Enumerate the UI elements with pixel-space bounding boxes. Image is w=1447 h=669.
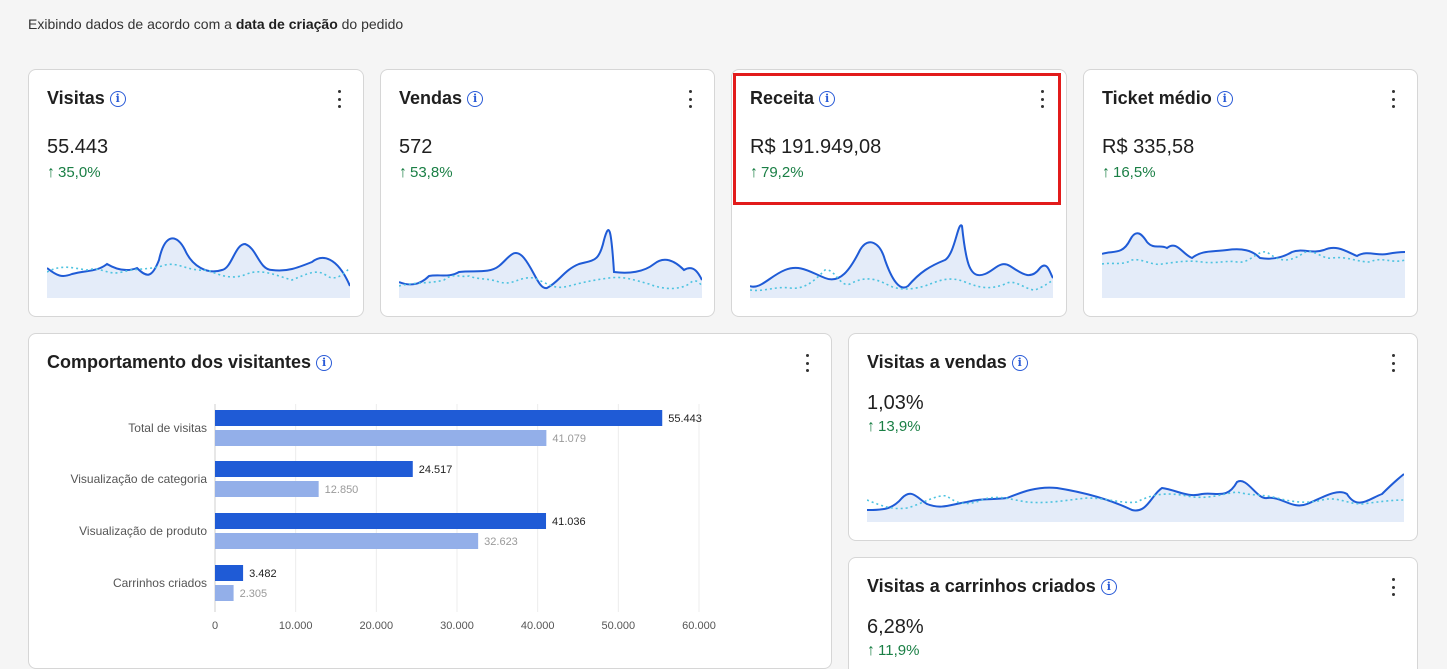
kebab-menu-icon[interactable] [1387, 578, 1399, 596]
metric-change: ↑ 16,5% [1102, 164, 1156, 181]
metric-change-value: 35,0% [58, 164, 101, 181]
arrow-up-icon: ↑ [47, 163, 55, 181]
bar [215, 513, 547, 529]
category-label: Visualização de produto [79, 524, 207, 538]
metric-value: 1,03% [867, 392, 924, 414]
metric-value: R$ 335,58 [1102, 136, 1195, 158]
metric-value: 572 [399, 136, 433, 158]
x-tick-label: 40.000 [521, 620, 555, 632]
data-label: 41.079 [552, 433, 586, 445]
arrow-up-icon: ↑ [750, 163, 758, 181]
card-title-text: Ticket médio [1102, 88, 1212, 108]
bar [215, 481, 319, 497]
card-title: Visitas a vendas i [867, 352, 1028, 373]
card-visitas-a-vendas: Visitas a vendas i 1,03% ↑ 13,9% [848, 333, 1418, 541]
metric-change-value: 13,9% [878, 418, 921, 435]
card-title: Vendas i [399, 88, 484, 109]
metric-change-value: 79,2% [761, 164, 804, 181]
data-label: 24.517 [419, 464, 453, 476]
metric-change-value: 53,8% [410, 164, 453, 181]
card-title-text: Comportamento dos visitantes [47, 352, 312, 372]
category-label: Visualização de categoria [70, 472, 207, 486]
bar [215, 533, 479, 549]
info-icon[interactable]: i [316, 354, 333, 371]
x-tick-label: 60.000 [682, 620, 716, 632]
metric-change: ↑ 13,9% [867, 418, 921, 435]
metric-value: 6,28% [867, 616, 924, 638]
data-label: 55.443 [668, 413, 702, 425]
info-icon[interactable]: i [1100, 578, 1117, 595]
metric-change: ↑ 53,8% [399, 164, 453, 181]
arrow-up-icon: ↑ [867, 641, 875, 659]
kebab-menu-icon[interactable] [684, 90, 696, 108]
category-label: Carrinhos criados [113, 576, 207, 590]
metric-value: R$ 191.949,08 [750, 136, 882, 158]
info-icon[interactable]: i [1216, 90, 1233, 107]
info-icon[interactable]: i [1011, 354, 1028, 371]
card-title-text: Visitas a vendas [867, 352, 1007, 372]
card-title: Visitas i [47, 88, 126, 109]
card-title-text: Vendas [399, 88, 463, 108]
sparkline-chart [1102, 232, 1405, 298]
x-tick-label: 20.000 [360, 620, 394, 632]
bar [215, 565, 244, 581]
subtitle-prefix: Exibindo dados de acordo com a [28, 16, 236, 32]
metric-change-value: 16,5% [1113, 164, 1156, 181]
kebab-menu-icon[interactable] [801, 354, 813, 372]
category-label: Total de visitas [128, 421, 207, 435]
bar [215, 430, 547, 446]
metric-change-value: 11,9% [878, 642, 920, 659]
data-label: 2.305 [240, 588, 268, 600]
sparkline-chart [399, 229, 702, 298]
data-label: 3.482 [249, 568, 277, 580]
kebab-menu-icon[interactable] [1387, 354, 1399, 372]
arrow-up-icon: ↑ [399, 163, 407, 181]
data-label: 12.850 [325, 484, 359, 496]
arrow-up-icon: ↑ [867, 417, 875, 435]
data-label: 32.623 [484, 536, 518, 548]
info-icon[interactable]: i [819, 90, 836, 107]
x-tick-label: 50.000 [602, 620, 636, 632]
arrow-up-icon: ↑ [1102, 163, 1110, 181]
card-title: Ticket médio i [1102, 88, 1233, 109]
card-vendas: Vendas i 572 ↑ 53,8% [380, 69, 715, 317]
x-tick-label: 30.000 [440, 620, 474, 632]
card-title: Visitas a carrinhos criados i [867, 576, 1117, 597]
kebab-menu-icon[interactable] [1387, 90, 1399, 108]
subtitle-bold: data de criação [235, 16, 338, 32]
sparkline-chart [47, 237, 350, 298]
bar [215, 585, 234, 601]
data-label: 41.036 [552, 516, 586, 528]
kebab-menu-icon[interactable] [333, 90, 345, 108]
metric-change: ↑ 79,2% [750, 164, 804, 181]
x-tick-label: 10.000 [279, 620, 313, 632]
bar [215, 410, 663, 426]
metric-change: ↑ 35,0% [47, 164, 101, 181]
visitor-behavior-bar-chart: 0 10.000 20.000 30.000 40.000 50.000 60.000 Tot… [70, 404, 716, 632]
card-receita: Receita i R$ 191.949,08 ↑ 79,2% [731, 69, 1067, 317]
card-title-text: Receita [750, 88, 815, 108]
page-subtitle: Exibindo dados de acordo com a data de c… [28, 16, 403, 32]
sparkline-chart [867, 473, 1404, 522]
x-tick-label: 0 [212, 620, 218, 632]
card-comportamento-visitantes: Comportamento dos visitantes i 0 10.000 20.… [28, 333, 832, 669]
metric-value: 55.443 [47, 136, 109, 158]
card-visitas: Visitas i 55.443 ↑ 35,0% [28, 69, 364, 317]
card-visitas-a-carrinhos: Visitas a carrinhos criados i 6,28% ↑ 11,9… [848, 557, 1418, 669]
card-title: Receita i [750, 88, 836, 109]
info-icon[interactable]: i [467, 90, 484, 107]
card-title-text: Visitas [47, 88, 105, 108]
card-ticket-medio: Ticket médio i R$ 335,58 ↑ 16,5% [1083, 69, 1418, 317]
bar [215, 461, 413, 477]
metric-change: ↑ 11,9% [867, 642, 919, 659]
card-title: Comportamento dos visitantes i [47, 352, 333, 373]
sparkline-chart [750, 224, 1053, 298]
info-icon[interactable]: i [109, 90, 126, 107]
card-title-text: Visitas a carrinhos criados [867, 576, 1096, 596]
kebab-menu-icon[interactable] [1036, 90, 1048, 108]
subtitle-suffix: do pedido [337, 16, 404, 32]
